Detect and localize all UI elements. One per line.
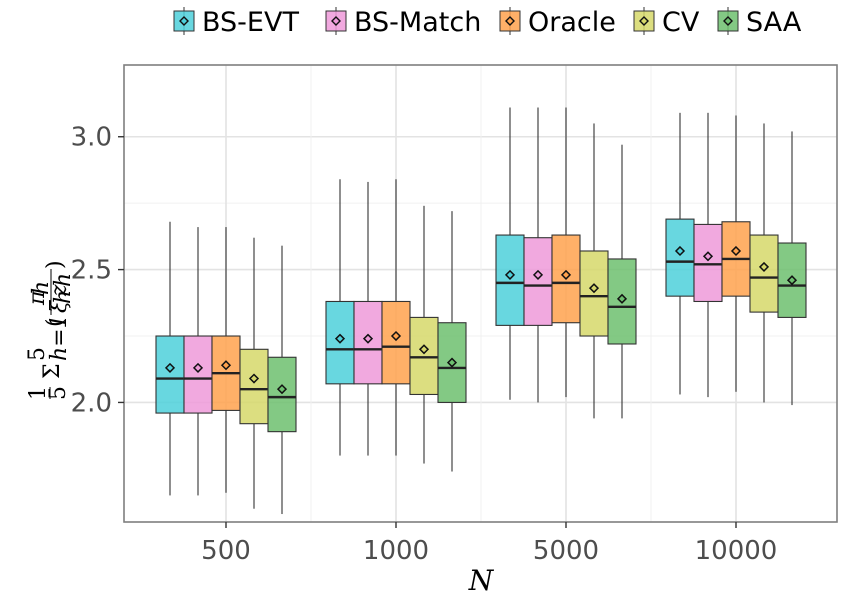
mean-marker (758, 261, 770, 272)
mean-marker (674, 245, 686, 257)
ylabel-pi: π (25, 290, 50, 306)
ylabel-z: z (47, 284, 72, 297)
y-tick-label: 2.5 (71, 256, 112, 286)
box-bs-match-500 (183, 227, 213, 496)
box-cv-10000 (749, 123, 779, 403)
legend: BS-EVT BS-Match Oracle CV SAA (173, 7, 802, 38)
iqr-box (353, 300, 383, 385)
iqr-box (239, 348, 269, 425)
legend-label: CV (662, 7, 700, 38)
mean-marker (164, 362, 176, 373)
mean-marker (786, 275, 798, 286)
x-tick-label: 500 (201, 536, 251, 566)
mean-marker (616, 293, 628, 304)
iqr-box (437, 322, 467, 403)
legend-label: Oracle (528, 7, 616, 38)
mean-marker (192, 362, 204, 373)
iqr-box (693, 223, 723, 303)
legend-label: BS-Match (354, 7, 481, 38)
ylabel-xi-sub: h (51, 290, 76, 304)
ylabel-xi: ξ (47, 299, 72, 313)
box-bs-evt-10000 (665, 112, 695, 395)
mean-marker (220, 360, 232, 371)
ylabel-left-paren: ( (43, 318, 68, 327)
y-axis: 2.0 2.5 3.0 (71, 123, 124, 418)
y-tick-label: 3.0 (71, 123, 112, 153)
box-bs-match-1000 (353, 181, 383, 456)
iqr-box (267, 356, 297, 433)
ylabel-sigma: Σ (40, 363, 65, 379)
legend-key-mean (505, 16, 515, 26)
ylabel-frac-num: 1 (26, 386, 51, 400)
box-bs-evt-1000 (325, 179, 355, 456)
mean-marker (702, 251, 714, 262)
iqr-box (183, 335, 213, 414)
box-cv-1000 (409, 205, 439, 464)
panel-border (123, 64, 838, 523)
iqr-box (381, 300, 411, 385)
legend-key-mean (723, 16, 733, 26)
box-bs-evt-5000 (495, 107, 525, 400)
box-oracle-500 (211, 227, 241, 493)
mean-marker (560, 269, 572, 280)
legend-label: SAA (746, 7, 802, 38)
box-oracle-1000 (381, 179, 411, 456)
iqr-box (409, 316, 439, 396)
mean-marker (362, 333, 374, 344)
iqr-box (749, 234, 779, 313)
y-tick-label: 2.0 (71, 388, 112, 418)
box-bs-match-5000 (523, 107, 553, 403)
iqr-box (665, 218, 695, 297)
mean-marker (334, 333, 346, 344)
legend-item-saa: SAA (717, 7, 802, 38)
legend-key-mean (331, 16, 341, 26)
x-tick-label: 1000 (363, 536, 429, 566)
mean-marker (504, 269, 516, 280)
iqr-box (523, 237, 553, 326)
iqr-box (579, 250, 609, 337)
legend-item-bs-match: BS-Match (325, 7, 481, 38)
iqr-box (155, 335, 185, 414)
ylabel-sigma-sup: 5 (25, 347, 50, 361)
legend-label: BS-EVT (202, 7, 299, 38)
box-saa-500 (267, 245, 297, 515)
box-bs-match-10000 (693, 112, 723, 398)
boxes (155, 107, 807, 515)
box-saa-10000 (777, 131, 807, 406)
y-axis-title: 1 5 Σ 5 h=1 ( π h ξ h z h ) (25, 260, 76, 400)
box-cv-500 (239, 237, 269, 509)
box-saa-5000 (607, 144, 637, 419)
box-saa-1000 (437, 211, 467, 472)
x-axis: 500 1000 5000 10000 (201, 522, 777, 566)
box-cv-5000 (579, 123, 609, 419)
mean-marker (446, 357, 458, 368)
legend-item-bs-evt: BS-EVT (173, 7, 299, 38)
ylabel-sigma-sub: h=1 (47, 314, 72, 361)
legend-item-cv: CV (633, 7, 700, 38)
box-bs-evt-500 (155, 221, 185, 496)
box-oracle-5000 (551, 107, 581, 398)
ylabel-frac-den: 5 (46, 386, 71, 400)
mean-marker (276, 384, 288, 395)
plot-area (123, 64, 838, 523)
legend-item-oracle: Oracle (499, 7, 616, 38)
legend-key-mean (179, 16, 189, 26)
mean-marker (248, 373, 260, 384)
ylabel-pi-sub: h (29, 281, 54, 295)
ylabel-z-sub: h (51, 273, 76, 287)
mean-marker (390, 330, 402, 342)
iqr-box (495, 234, 525, 326)
mean-marker (532, 269, 544, 280)
mean-marker (588, 283, 600, 294)
mean-marker (418, 344, 430, 355)
x-tick-label: 5000 (533, 536, 599, 566)
ylabel-right-paren: ) (43, 260, 68, 269)
x-tick-label: 10000 (695, 536, 778, 566)
legend-key-mean (639, 16, 649, 26)
mean-marker (730, 245, 742, 257)
x-axis-title: N (468, 564, 495, 597)
